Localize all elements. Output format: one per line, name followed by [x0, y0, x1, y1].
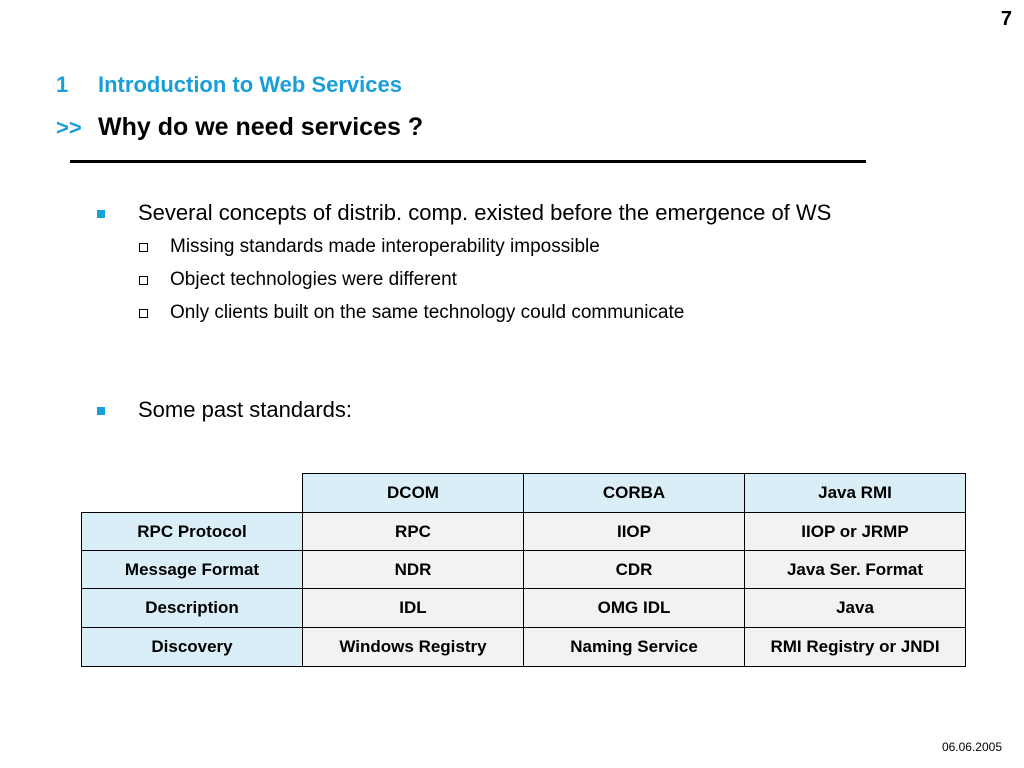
hollow-square-bullet-icon: [139, 243, 148, 252]
table-cell: CDR: [523, 550, 745, 589]
title-arrow: >>: [56, 115, 82, 140]
table-cell: IIOP: [523, 512, 745, 551]
table-cell: OMG IDL: [523, 588, 745, 628]
section-title: Introduction to Web Services: [98, 72, 402, 97]
table-cell: RMI Registry or JNDI: [744, 627, 966, 667]
sub-bullet-text: Only clients built on the same technolog…: [170, 302, 685, 323]
square-bullet-icon: [97, 407, 105, 415]
table-cell: RPC: [302, 512, 524, 551]
section-number: 1: [56, 72, 69, 97]
table-cell: Java Ser. Format: [744, 550, 966, 589]
table-cell: Java: [744, 588, 966, 628]
row-header: RPC Protocol: [81, 512, 303, 551]
bullet-text: Some past standards:: [138, 397, 353, 422]
bullet-text: Several concepts of distrib. comp. exist…: [138, 200, 832, 225]
row-header: Message Format: [81, 550, 303, 589]
table-row: RPC Protocol RPC IIOP IIOP or JRMP: [81, 512, 966, 551]
table-cell: IIOP or JRMP: [744, 512, 966, 551]
slide-title-line: >> Why do we need services ?: [56, 113, 423, 142]
column-header: CORBA: [523, 473, 745, 513]
hollow-square-bullet-icon: [139, 276, 148, 285]
row-header: Description: [81, 588, 303, 628]
table-cell: NDR: [302, 550, 524, 589]
sub-bullet-text: Missing standards made interoperability …: [170, 236, 600, 257]
footer-date: 06.06.2005: [941, 740, 1002, 754]
table-corner-cell: [81, 473, 303, 513]
table-cell: IDL: [302, 588, 524, 628]
standards-table: DCOM CORBA Java RMI RPC Protocol RPC IIO…: [81, 473, 966, 667]
row-header: Discovery: [81, 627, 303, 667]
table-row: Message Format NDR CDR Java Ser. Format: [81, 550, 966, 589]
square-bullet-icon: [97, 210, 105, 218]
column-header: DCOM: [302, 473, 524, 513]
page-number: 7: [1000, 8, 1012, 30]
table-cell: Windows Registry: [302, 627, 524, 667]
title-underline: [70, 160, 866, 163]
table-row: Discovery Windows Registry Naming Servic…: [81, 627, 966, 667]
section-heading: 1 Introduction to Web Services: [56, 72, 402, 98]
page-title: Why do we need services ?: [98, 113, 424, 141]
table-row: Description IDL OMG IDL Java: [81, 588, 966, 628]
hollow-square-bullet-icon: [139, 309, 148, 318]
column-header: Java RMI: [744, 473, 966, 513]
table-header-row: DCOM CORBA Java RMI: [81, 473, 966, 513]
sub-bullet-text: Object technologies were different: [170, 269, 457, 290]
table-cell: Naming Service: [523, 627, 745, 667]
